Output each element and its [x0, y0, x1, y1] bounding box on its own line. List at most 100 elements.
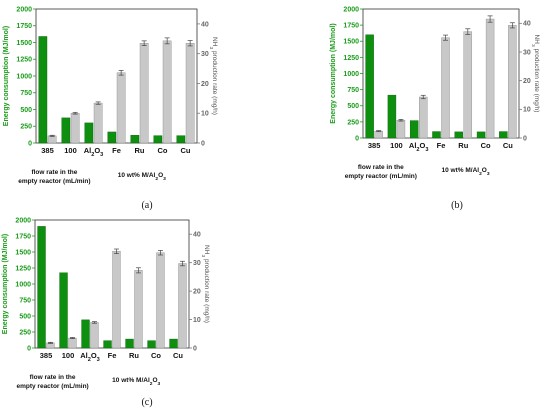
panel-label: (b): [451, 200, 463, 211]
nh3-bar: [419, 96, 428, 139]
category-label: Co: [151, 351, 161, 360]
right-tick-label: 20: [523, 78, 531, 85]
panel-label: (a): [141, 200, 152, 211]
nh3-bar: [178, 263, 187, 349]
category-label: Al2O3: [409, 141, 429, 153]
left-tick-label: 1250: [15, 265, 31, 272]
nh3-error-bar: [95, 101, 101, 105]
category-label: Cu: [181, 146, 191, 155]
energy-bar: [409, 120, 419, 139]
energy-bar: [387, 94, 397, 139]
left-tick-label: 1250: [343, 55, 359, 62]
nh3-bar: [441, 37, 450, 139]
plot-frame: [35, 8, 198, 144]
right-axis-title: NH3 production rate (mg/h): [531, 35, 541, 113]
left-tick-label: 1500: [15, 249, 31, 256]
energy-bar: [107, 131, 117, 144]
left-tick-label: 1750: [16, 23, 32, 30]
nh3-bar: [112, 251, 121, 349]
left-tick-label: 0: [28, 140, 32, 147]
left-axis-title: Energy consumption (MJ/mol): [3, 26, 10, 126]
left-tick-label: 1000: [343, 71, 359, 78]
left-axis: 0 250 500 750 1000 1250 1500 1750 2000: [343, 6, 363, 142]
nh3-bar: [90, 322, 99, 349]
left-tick-label: 0: [355, 135, 359, 142]
right-axis-title: NH3 production rate (mg/h): [209, 37, 219, 115]
left-tick-label: 750: [19, 297, 31, 304]
category-label: Fe: [437, 141, 446, 150]
energy-bar: [476, 131, 486, 139]
flow-rate-label: flow rate in the: [30, 374, 76, 381]
right-tick-label: 40: [201, 21, 209, 28]
nh3-error-bar: [420, 94, 426, 100]
category-label: Ru: [135, 146, 145, 155]
category-label: Co: [158, 146, 168, 155]
left-tick-label: 1750: [15, 233, 31, 240]
category-label: Ru: [458, 141, 468, 150]
nh3-error-bar: [113, 248, 119, 254]
energy-bar: [84, 122, 94, 144]
right-tick-label: 20: [201, 81, 209, 88]
right-tick-label: 30: [193, 260, 201, 267]
energy-bar: [61, 117, 71, 144]
nh3-error-bar: [72, 111, 78, 115]
nh3-error-bar: [376, 130, 382, 133]
left-tick-label: 500: [20, 107, 32, 114]
left-tick-label: 500: [347, 103, 359, 110]
left-tick-label: 1500: [16, 40, 32, 47]
category-label: 385: [41, 146, 54, 155]
right-tick-label: 0: [193, 345, 197, 352]
right-tick-label: 0: [523, 135, 527, 142]
nh3-bar: [70, 113, 80, 144]
left-tick-label: 250: [347, 119, 359, 126]
category-label: Al2O3: [80, 351, 100, 363]
nh3-error-bar: [509, 22, 515, 29]
nh3-bar: [93, 102, 103, 144]
nh3-bar: [396, 120, 406, 139]
energy-bar: [103, 340, 112, 349]
flow-rate-label-2: empty reactor (mL/min): [16, 383, 88, 390]
nh3-bar: [116, 72, 126, 144]
flow-rate-label-2: empty reactor (mL/min): [18, 178, 90, 185]
nh3-error-bar: [47, 341, 53, 344]
energy-bar: [432, 131, 441, 139]
left-tick-label: 2000: [15, 217, 31, 224]
right-tick-label: 0: [201, 140, 205, 147]
nh3-bar: [463, 31, 473, 139]
energy-bar: [153, 135, 163, 144]
nh3-bar: [508, 25, 517, 139]
plot-frame: [34, 219, 190, 349]
panel-b: 0 250 500 750 1000 1250 1500 1750 2000 0 10 20 30 40 3…: [330, 6, 540, 180]
left-tick-label: 750: [347, 87, 359, 94]
category-label: 385: [368, 141, 381, 150]
nh3-bar: [134, 270, 143, 349]
flow-rate-label-2: empty reactor (mL/min): [345, 173, 417, 180]
nh3-bar: [185, 43, 195, 144]
right-axis: 0 10 20 30 40: [189, 232, 201, 352]
nh3-bar: [47, 135, 57, 144]
nh3-bar: [139, 43, 149, 144]
nh3-error-bar: [487, 15, 493, 23]
energy-bar: [147, 340, 156, 349]
category-label: 100: [62, 351, 75, 360]
right-tick-label: 10: [193, 317, 201, 324]
category-label: 100: [64, 146, 77, 155]
nh3-error-bar: [398, 119, 404, 122]
left-tick-label: 1500: [343, 39, 359, 46]
panel-a: 0 250 500 750 1000 1250 1500 1750 2000 0 10 20 30 40 3…: [3, 6, 218, 185]
right-axis: 0 10 20 30 40: [519, 21, 531, 142]
nh3-bar: [68, 337, 77, 349]
nh3-error-bar: [118, 69, 124, 76]
category-label: Cu: [503, 141, 513, 150]
category-label: Fe: [108, 351, 117, 360]
energy-bar: [37, 226, 46, 349]
nh3-bar: [374, 130, 383, 139]
left-tick-label: 750: [20, 90, 32, 97]
energy-bar: [499, 131, 508, 139]
left-tick-label: 2000: [16, 6, 32, 13]
right-axis: 0 10 20 30 40: [197, 21, 209, 147]
panel-label: (c): [141, 397, 152, 408]
left-axis: 0 250 500 750 1000 1250 1500 1750 2000: [15, 217, 35, 352]
energy-bar: [176, 135, 186, 144]
